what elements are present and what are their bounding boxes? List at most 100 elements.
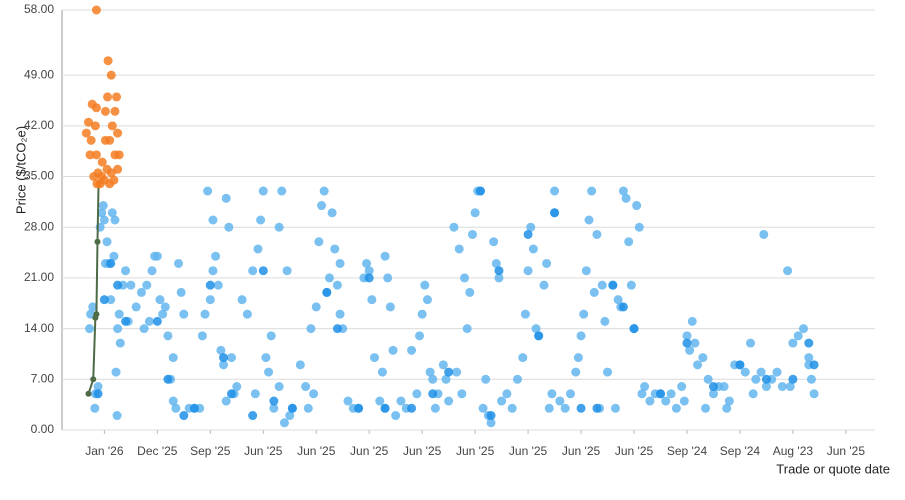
data-point <box>126 280 136 290</box>
data-point <box>174 258 184 268</box>
data-point <box>640 382 650 392</box>
data-point <box>804 353 814 363</box>
data-point <box>610 403 620 413</box>
data-point <box>301 382 311 392</box>
x-tick-label: Jun '25 <box>350 444 389 458</box>
x-tick-label: Jun '25 <box>562 444 601 458</box>
data-point <box>105 179 115 189</box>
data-point <box>425 367 435 377</box>
data-point <box>364 273 374 283</box>
x-tick-label: Jun '25 <box>615 444 654 458</box>
data-point <box>740 367 750 377</box>
data-point <box>203 186 213 196</box>
data-point <box>93 389 103 399</box>
data-point <box>494 273 504 283</box>
data-point <box>751 374 761 384</box>
data-point <box>97 157 107 167</box>
data-point <box>407 403 417 413</box>
data-point <box>197 331 207 341</box>
data-point <box>759 229 769 239</box>
data-point <box>274 222 284 232</box>
data-point <box>441 374 451 384</box>
x-tick-label: Jun '25 <box>509 444 548 458</box>
data-point <box>139 324 149 334</box>
x-tick-label: Jun '25 <box>827 444 866 458</box>
data-point <box>581 266 591 276</box>
x-tick-label: Sep '24 <box>667 444 708 458</box>
data-point <box>415 331 425 341</box>
data-point <box>761 374 771 384</box>
data-point <box>256 215 266 225</box>
data-point <box>520 309 530 319</box>
data-point <box>103 56 113 66</box>
line-point <box>85 390 92 397</box>
data-point <box>719 382 729 392</box>
data-point <box>277 186 287 196</box>
data-point <box>618 186 628 196</box>
data-point <box>90 121 100 131</box>
data-point <box>158 309 168 319</box>
y-axis-title: Price ($/tCO₂e) <box>13 126 28 214</box>
data-point <box>806 374 816 384</box>
data-point <box>100 106 110 116</box>
data-point <box>539 280 549 290</box>
data-point <box>618 302 628 312</box>
data-point <box>634 222 644 232</box>
data-point <box>645 396 655 406</box>
data-point <box>560 403 570 413</box>
data-point <box>571 367 581 377</box>
y-tick-label: 28.00 <box>24 219 54 233</box>
data-point <box>576 331 586 341</box>
data-point <box>362 258 372 268</box>
data-point <box>489 237 499 247</box>
data-point <box>168 396 178 406</box>
data-point <box>467 229 477 239</box>
data-point <box>576 403 586 413</box>
data-point <box>772 367 782 377</box>
y-tick-label: 0.00 <box>31 422 55 436</box>
data-point <box>481 374 491 384</box>
data-point <box>115 338 125 348</box>
data-point <box>449 222 459 232</box>
data-point <box>385 302 395 312</box>
data-point <box>269 403 279 413</box>
data-point <box>369 353 379 363</box>
data-point <box>587 186 597 196</box>
data-point <box>550 208 560 218</box>
data-point <box>309 389 319 399</box>
data-point <box>208 215 218 225</box>
data-point <box>264 367 274 377</box>
data-point <box>523 229 533 239</box>
data-point <box>107 121 117 131</box>
data-point <box>306 324 316 334</box>
data-point <box>343 396 353 406</box>
x-tick-label: Dec '25 <box>137 444 178 458</box>
data-point <box>144 316 154 326</box>
data-point <box>375 396 385 406</box>
y-tick-label: 21.00 <box>24 270 54 284</box>
y-tick-label: 49.00 <box>24 67 54 81</box>
data-point <box>335 309 345 319</box>
data-point <box>205 295 215 305</box>
data-point <box>512 374 522 384</box>
data-point <box>629 324 639 334</box>
data-point <box>112 411 122 421</box>
data-point <box>632 201 642 211</box>
data-point <box>213 280 223 290</box>
data-point <box>232 382 242 392</box>
data-point <box>460 273 470 283</box>
data-point <box>412 389 422 399</box>
data-point <box>91 5 101 15</box>
data-point <box>106 168 116 178</box>
data-point <box>258 266 268 276</box>
data-point <box>417 309 427 319</box>
line-point <box>94 238 101 245</box>
data-point <box>698 353 708 363</box>
data-point <box>282 266 292 276</box>
data-point <box>465 287 475 297</box>
data-point <box>224 222 234 232</box>
data-point <box>179 309 189 319</box>
data-point <box>531 324 541 334</box>
data-point <box>274 382 284 392</box>
data-point <box>396 396 406 406</box>
